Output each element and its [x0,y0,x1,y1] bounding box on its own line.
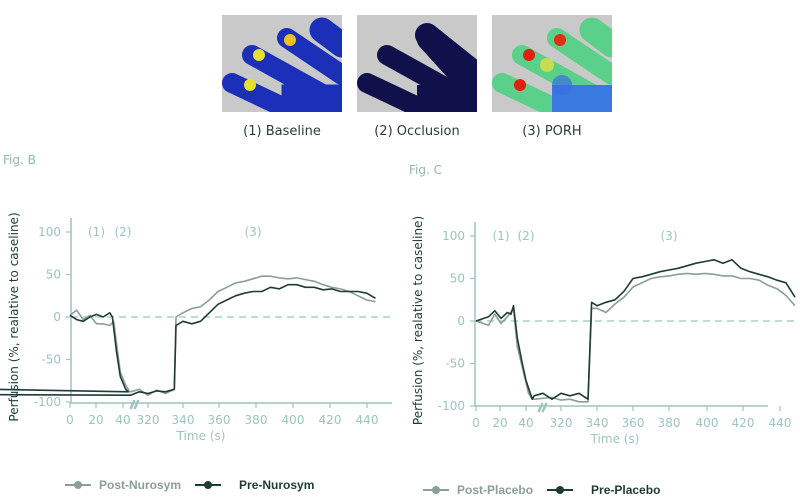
x-axis-title: Time (s) [176,429,226,443]
legend-label: Post-Nurosym [99,478,182,492]
y-tick-label: 100 [442,229,465,243]
x-tick-label: 320 [137,413,160,427]
legend-label: Post-Placebo [457,483,534,497]
y-tick-label: 0 [53,310,61,324]
chart-fig-b: 100 50 0 -50 -100 0 20 40 320 340 360 380 400 420 440 T… [0,212,392,443]
legend-marker-light [65,481,91,489]
series-line-post-placebo [475,272,796,403]
legend-item-pre-nurosym: Pre-Nurosym [195,478,314,492]
figure-label-b: Fig. B [3,153,36,167]
x-tick-label: 380 [245,413,268,427]
legend-fig-b: Post-Nurosym Pre-Nurosym [65,478,328,492]
caption-porh: (3) PORH [522,124,582,139]
legend-marker-light [423,486,449,494]
y-tick-label: 50 [450,272,465,286]
hand-occlusion-image [357,23,477,112]
axis-break-mark [537,402,544,413]
phase-label: (3) [245,225,262,239]
x-tick-label: 400 [282,413,305,427]
series-line-post-nurosym [69,275,376,396]
phase-label: (1) [493,229,510,243]
x-axis-title: Time (s) [590,432,640,446]
axis-break-mark [541,402,548,413]
x-tick-label: 0 [472,416,480,430]
figure-label-c: Fig. C [409,163,442,177]
y-tick-label: -50 [445,357,465,371]
thermal-image-porh [492,15,612,112]
y-tick-label: -100 [438,399,465,413]
series-line-pre-nurosym [0,283,376,396]
x-tick-label: 20 [492,416,507,430]
x-tick-label: 360 [622,416,645,430]
legend-label: Pre-Nurosym [239,478,315,492]
phase-label: (2) [115,225,132,239]
y-tick-label: 0 [457,314,465,328]
x-tick-label: 340 [586,416,609,430]
x-tick-label: 400 [696,416,719,430]
y-axis-title: Perfusion (%, realative to caseline) [411,216,425,425]
x-tick-label: 420 [319,413,342,427]
thermal-image-baseline [222,15,342,112]
x-tick-label: 320 [550,416,573,430]
x-tick-label: 380 [658,416,681,430]
legend-marker-dark [195,481,222,489]
y-tick-label: -50 [41,353,61,367]
x-tick-label: 20 [88,413,103,427]
phase-label: (3) [661,229,678,243]
y-axis-title: Perfusion (%, realative to caseline) [7,212,21,421]
hand-baseline-image [222,17,342,112]
series-line-pre-placebo [475,259,796,400]
phase-label: (2) [518,229,535,243]
legend-fig-c: Post-Placebo Pre-Placebo [423,483,674,497]
thermal-image-occlusion [357,15,477,112]
caption-occlusion: (2) Occlusion [374,124,460,139]
x-tick-label: 440 [769,416,792,430]
legend-item-post-placebo: Post-Placebo [423,483,533,497]
y-tick-label: -100 [34,395,61,409]
legend-marker-dark [547,486,574,494]
x-tick-label: 420 [732,416,755,430]
legend-item-pre-placebo: Pre-Placebo [547,483,660,497]
y-tick-label: 100 [38,225,61,239]
x-tick-label: 40 [518,416,533,430]
hand-porh-image [492,17,612,112]
x-tick-label: 340 [172,413,195,427]
x-tick-label: 0 [66,413,74,427]
y-tick-label: 50 [46,268,61,282]
chart-fig-c: 100 50 0 -50 -100 0 20 40 320 340 360 380 400 420 440 T… [411,216,798,446]
legend-item-post-nurosym: Post-Nurosym [65,478,181,492]
x-tick-label: 360 [208,413,231,427]
axis-break-mark [133,399,140,410]
phase-label: (1) [88,225,105,239]
legend-label: Pre-Placebo [591,483,661,497]
x-tick-label: 40 [115,413,130,427]
caption-baseline: (1) Baseline [243,124,321,139]
x-tick-label: 440 [356,413,379,427]
axis-break-mark [129,399,136,410]
